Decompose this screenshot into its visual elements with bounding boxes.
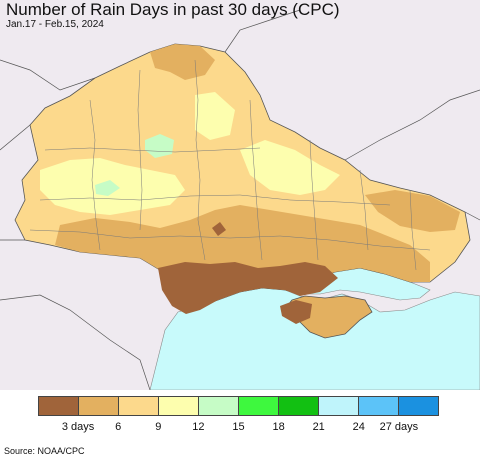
legend-swatch-3 <box>159 397 199 415</box>
zone-yellow-north <box>195 92 235 140</box>
zone-yellow-east <box>240 140 340 195</box>
zone-brown-crimea <box>280 300 312 324</box>
source-label: Source: NOAA/CPC <box>4 446 85 456</box>
zone-orange-center <box>55 205 430 306</box>
zone-brown-south <box>158 262 338 314</box>
legend-swatch-7 <box>319 397 359 415</box>
admin-borders <box>29 59 431 271</box>
date-range: Jan.17 - Feb.15, 2024 <box>6 19 104 30</box>
zone-green-north <box>145 134 174 158</box>
country-borders <box>0 9 480 390</box>
legend-swatch-9 <box>399 397 438 415</box>
legend-tick-label: 12 <box>192 421 205 433</box>
legend-tick-label: 6 <box>115 421 122 433</box>
zone-orange-east <box>365 190 460 232</box>
legend-swatch-5 <box>239 397 279 415</box>
legend-swatch-6 <box>279 397 319 415</box>
legend-swatch-8 <box>359 397 399 415</box>
legend-tick-label: 27 days <box>379 421 419 433</box>
legend-tick-label: 21 <box>312 421 325 433</box>
legend-swatch-1 <box>79 397 119 415</box>
legend-tick-label: 3 days <box>61 421 95 433</box>
legend-swatch-4 <box>199 397 239 415</box>
map-title: Number of Rain Days in past 30 days (CPC… <box>6 0 340 19</box>
legend-tick-label: 15 <box>232 421 245 433</box>
legend: 3 days 6 9 12 15 18 21 24 27 days <box>38 396 439 436</box>
zone-brown-spot <box>212 222 226 236</box>
zone-orange-north <box>150 44 215 80</box>
map-svg <box>0 9 480 390</box>
legend-tick-label: 18 <box>272 421 285 433</box>
legend-tick-label: 24 <box>352 421 365 433</box>
legend-tick-label: 9 <box>155 421 162 433</box>
legend-color-bar <box>38 396 439 416</box>
rain-days-map <box>0 0 480 390</box>
legend-swatch-2 <box>119 397 159 415</box>
zone-green-west <box>95 180 120 196</box>
legend-swatch-0 <box>39 397 79 415</box>
